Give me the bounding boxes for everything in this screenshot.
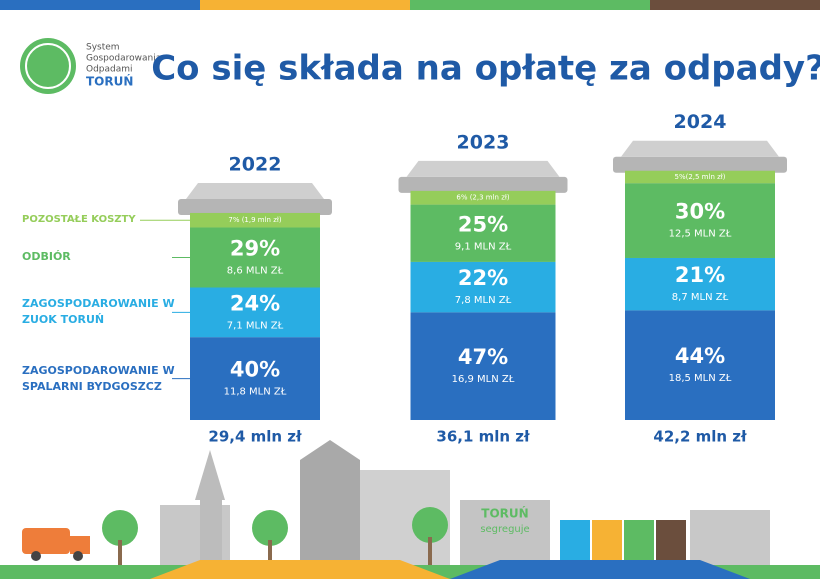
stripe	[0, 0, 200, 10]
amount-label: 8,7 MLN ZŁ	[672, 292, 729, 303]
logo-mark	[20, 38, 76, 94]
amount-label: 11,8 MLN ZŁ	[224, 387, 287, 398]
bar-segment	[625, 183, 775, 258]
stripe	[410, 0, 650, 10]
value-label: 7% (1,9 mln zł)	[228, 216, 282, 224]
bin-lid	[398, 176, 568, 193]
value-label: 22%	[458, 266, 508, 290]
amount-label: 12,5 MLN ZŁ	[669, 229, 732, 240]
bar-segment	[190, 227, 320, 288]
bar-segment	[190, 212, 320, 228]
bar-segment	[625, 170, 775, 184]
value-label: 5%(2,5 mln zł)	[674, 173, 725, 181]
bin-lid	[621, 140, 779, 157]
logo-city: TORUŃ	[86, 74, 133, 89]
value-label: 30%	[675, 200, 725, 224]
legend-label: POZOSTAŁE KOSZTY	[22, 214, 136, 226]
amount-label: 7,8 MLN ZŁ	[455, 295, 512, 306]
bin-lid	[186, 182, 324, 199]
bar-segment	[190, 337, 320, 420]
total-label: 36,1 mln zł	[436, 428, 530, 446]
logo-text: System	[86, 43, 120, 53]
value-label: 47%	[458, 345, 508, 369]
legend-label: ZAGOSPODAROWANIE W SPALARNI BYDGOSZCZ	[22, 363, 175, 393]
sign-city: TORUŃ	[481, 506, 528, 521]
value-label: 29%	[230, 236, 280, 260]
bar-segment	[410, 261, 556, 313]
value-label: 40%	[230, 358, 280, 382]
amount-label: 7,1 MLN ZŁ	[227, 320, 284, 331]
bar-segment	[190, 287, 320, 338]
amount-label: 8,6 MLN ZŁ	[227, 265, 284, 276]
value-label: 6% (2,3 mln zł)	[456, 194, 510, 202]
amount-label: 9,1 MLN ZŁ	[455, 241, 512, 252]
bin-lid	[178, 198, 332, 215]
value-label: 21%	[675, 263, 725, 287]
logo-mark	[25, 43, 71, 89]
bar-segment	[625, 310, 775, 420]
total-label: 42,2 mln zł	[653, 428, 747, 446]
legend-label: ZAGOSPODAROWANIE W ZUOK TORUŃ	[22, 297, 175, 327]
x-tick-label: 2022	[229, 153, 282, 175]
scenery: TORUŃ segreguje	[0, 440, 820, 579]
x-tick-label: 2023	[457, 131, 510, 153]
sign-motto: segreguje	[480, 524, 529, 535]
amount-label: 16,9 MLN ZŁ	[452, 374, 515, 385]
chart-title: Co się składa na opłatę za odpady?	[151, 49, 820, 89]
legend-label: ODBIÓR	[22, 250, 71, 264]
bin-lid	[406, 160, 560, 177]
stripe	[200, 0, 410, 10]
value-label: 25%	[458, 212, 508, 236]
value-label: 24%	[230, 291, 280, 315]
amount-label: 18,5 MLN ZŁ	[669, 373, 732, 384]
bar-segment	[625, 257, 775, 311]
bin-lid	[613, 156, 787, 173]
bar-segment	[410, 204, 556, 262]
x-tick-label: 2024	[674, 111, 727, 133]
logo-text: Odpadami	[86, 65, 133, 75]
value-label: 44%	[675, 344, 725, 368]
bar-segment	[410, 190, 556, 205]
bar-segment	[410, 312, 556, 420]
total-label: 29,4 mln zł	[208, 428, 302, 446]
logo-text: Gospodarowania	[86, 54, 161, 64]
stripe	[650, 0, 820, 10]
